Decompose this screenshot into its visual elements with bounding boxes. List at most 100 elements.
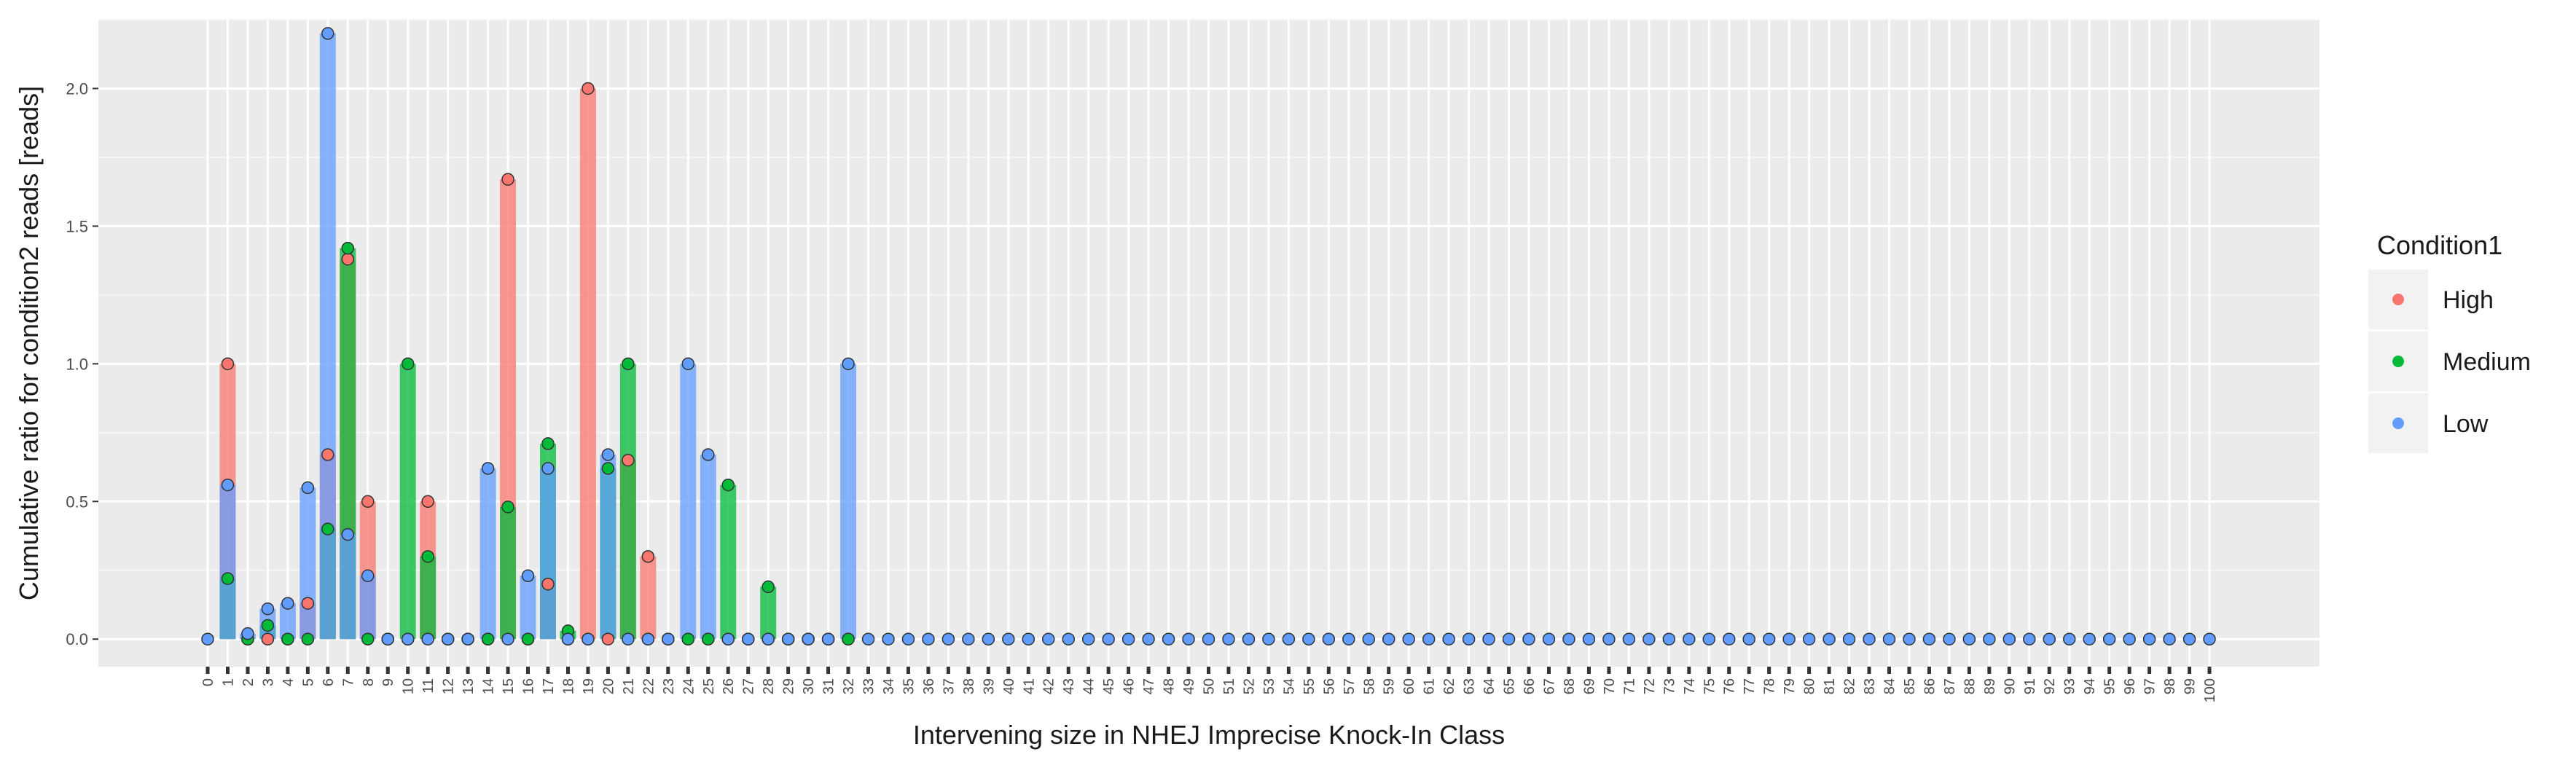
point-low bbox=[641, 632, 655, 646]
x-tick-label: 15 bbox=[501, 678, 517, 694]
x-tick-label: 23 bbox=[661, 678, 677, 694]
point-low bbox=[1242, 632, 1256, 646]
bar-low bbox=[700, 455, 716, 640]
x-tick-label: 76 bbox=[1722, 678, 1738, 694]
x-tick-label: 64 bbox=[1481, 678, 1498, 694]
point-low bbox=[842, 357, 855, 371]
x-tick-label: 60 bbox=[1401, 678, 1417, 694]
x-tick-label: 51 bbox=[1221, 678, 1237, 694]
point-medium bbox=[481, 632, 495, 646]
x-tick-label: 65 bbox=[1502, 678, 1518, 694]
y-axis: 0.0 0.5 1.0 1.5 2.0 bbox=[66, 79, 98, 648]
x-tick-label: 98 bbox=[2162, 678, 2178, 694]
x-tick-label: 42 bbox=[1041, 678, 1057, 694]
point-low bbox=[201, 632, 214, 646]
x-tick-label: 19 bbox=[581, 678, 597, 694]
x-tick-label: 35 bbox=[901, 678, 917, 694]
point-medium bbox=[341, 241, 355, 255]
point-low bbox=[681, 357, 695, 371]
x-tick-label: 45 bbox=[1101, 678, 1117, 694]
x-axis-title: Intervening size in NHEJ Imprecise Knock… bbox=[913, 720, 1505, 750]
point-low bbox=[1922, 632, 1936, 646]
x-tick-label: 38 bbox=[961, 678, 977, 694]
point-low bbox=[1482, 632, 1495, 646]
point-medium bbox=[601, 462, 615, 475]
x-tick-label: 89 bbox=[1982, 678, 1998, 694]
x-tick-label: 95 bbox=[2102, 678, 2118, 694]
point-medium bbox=[301, 632, 315, 646]
point-low bbox=[1382, 632, 1395, 646]
point-low bbox=[1302, 632, 1315, 646]
bar-low bbox=[520, 576, 536, 640]
bar-medium bbox=[619, 364, 636, 640]
x-tick-label: 1 bbox=[220, 678, 236, 686]
point-high bbox=[301, 597, 315, 610]
x-tick-label: 26 bbox=[721, 678, 737, 694]
x-tick-label: 78 bbox=[1762, 678, 1778, 694]
point-low bbox=[1442, 632, 1455, 646]
point-high bbox=[501, 173, 514, 186]
point-low bbox=[1742, 632, 1755, 646]
point-medium bbox=[521, 632, 535, 646]
point-low bbox=[361, 569, 375, 583]
point-low bbox=[1402, 632, 1415, 646]
x-tick-label: 62 bbox=[1441, 678, 1457, 694]
x-tick-label: 91 bbox=[2022, 678, 2038, 694]
point-low bbox=[922, 632, 935, 646]
x-tick-label: 56 bbox=[1321, 678, 1337, 694]
x-tick-label: 54 bbox=[1281, 678, 1297, 694]
x-tick-label: 55 bbox=[1301, 678, 1318, 694]
x-tick-label: 71 bbox=[1621, 678, 1637, 694]
bar-low bbox=[340, 534, 356, 640]
point-low bbox=[1802, 632, 1816, 646]
x-tick-label: 29 bbox=[781, 678, 797, 694]
legend-label: Medium bbox=[2443, 348, 2531, 376]
point-high bbox=[261, 632, 275, 646]
point-low bbox=[662, 632, 675, 646]
point-low bbox=[1662, 632, 1676, 646]
point-low bbox=[1362, 632, 1376, 646]
point-low bbox=[2083, 632, 2096, 646]
point-low bbox=[821, 632, 835, 646]
point-medium bbox=[361, 632, 375, 646]
point-low bbox=[762, 632, 775, 646]
point-low bbox=[561, 632, 575, 646]
point-medium bbox=[261, 619, 275, 632]
point-low bbox=[721, 632, 735, 646]
point-low bbox=[1782, 632, 1796, 646]
point-low bbox=[1121, 632, 1135, 646]
point-high bbox=[601, 632, 615, 646]
x-tick-label: 94 bbox=[2082, 678, 2098, 694]
point-low bbox=[1262, 632, 1275, 646]
point-low bbox=[521, 569, 535, 583]
point-low bbox=[2023, 632, 2036, 646]
point-high bbox=[622, 453, 635, 467]
legend-swatch-medium bbox=[2392, 356, 2404, 367]
bar-medium bbox=[420, 556, 436, 640]
point-low bbox=[1842, 632, 1856, 646]
point-low bbox=[1162, 632, 1175, 646]
x-tick-label: 90 bbox=[2002, 678, 2018, 694]
point-low bbox=[1462, 632, 1476, 646]
x-tick-label: 99 bbox=[2182, 678, 2199, 694]
x-tick-label: 33 bbox=[861, 678, 877, 694]
bar-low bbox=[359, 576, 376, 640]
point-low bbox=[421, 632, 434, 646]
point-low bbox=[1322, 632, 1336, 646]
point-low bbox=[861, 632, 875, 646]
x-tick-label: 80 bbox=[1802, 678, 1818, 694]
x-tick-label: 61 bbox=[1422, 678, 1438, 694]
point-low bbox=[281, 597, 294, 610]
point-medium bbox=[702, 632, 715, 646]
point-low bbox=[381, 632, 394, 646]
bar-low bbox=[279, 603, 296, 640]
point-high bbox=[221, 357, 235, 371]
point-low bbox=[1062, 632, 1075, 646]
points bbox=[201, 27, 2216, 646]
point-low bbox=[301, 481, 315, 495]
point-low bbox=[461, 632, 474, 646]
x-tick-label: 47 bbox=[1141, 678, 1157, 694]
point-medium bbox=[421, 550, 434, 563]
point-low bbox=[1422, 632, 1436, 646]
x-tick-label: 24 bbox=[681, 678, 697, 694]
